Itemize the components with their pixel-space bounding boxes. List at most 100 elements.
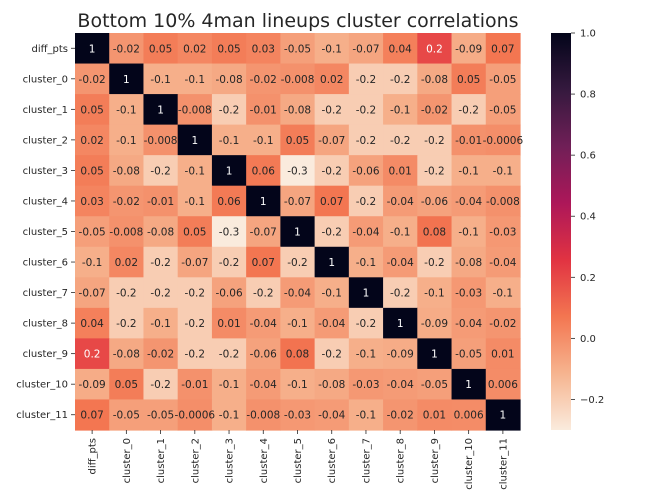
heatmap-cell-label: -0.08 xyxy=(147,227,174,239)
heatmap-cell-label: -0.05 xyxy=(79,227,106,239)
heatmap-cell xyxy=(177,216,213,248)
heatmap-cell-label: 1 xyxy=(294,227,301,239)
heatmap-cell xyxy=(314,185,350,217)
heatmap-cell xyxy=(348,307,384,339)
heatmap-cell-label: 0.03 xyxy=(80,196,103,208)
heatmap-cell xyxy=(75,63,110,95)
heatmap-cell-label: -0.1 xyxy=(219,135,240,147)
heatmap-cell-label: -0.1 xyxy=(356,410,377,422)
heatmap-cell xyxy=(246,399,281,431)
heatmap-cell-label: -0.2 xyxy=(219,349,240,361)
heatmap-cell-label: 0.05 xyxy=(80,165,103,177)
heatmap-cell-label: 0.07 xyxy=(80,410,103,422)
heatmap-cell xyxy=(109,124,145,156)
y-tick-label: cluster_6 xyxy=(23,258,68,269)
heatmap-cell-label: 0.08 xyxy=(423,227,446,239)
heatmap-cell-label: -0.03 xyxy=(284,410,311,422)
heatmap-cell-label: -0.09 xyxy=(387,349,414,361)
heatmap-cell-label: -0.04 xyxy=(455,196,482,208)
heatmap-cell-label: -0.1 xyxy=(185,74,206,86)
heatmap-cell-label: -0.008 xyxy=(178,104,212,116)
heatmap-cell-label: -0.07 xyxy=(250,227,277,239)
heatmap-cell-label: -0.2 xyxy=(356,135,377,147)
heatmap-cell xyxy=(177,338,213,370)
heatmap-cell xyxy=(75,277,110,309)
heatmap-cell xyxy=(109,94,145,126)
heatmap-cell-label: 0.006 xyxy=(488,379,518,391)
heatmap-cell-label: -0.02 xyxy=(489,318,516,330)
heatmap-cell xyxy=(485,307,521,339)
x-tick-label: cluster_10 xyxy=(464,438,475,490)
heatmap-cell xyxy=(485,124,521,156)
heatmap-cell xyxy=(314,216,350,248)
x-tick-label: diff_pts xyxy=(88,438,99,475)
heatmap-cell xyxy=(451,277,487,309)
heatmap-cell-label: -0.05 xyxy=(489,104,516,116)
heatmap-cell-label: 1 xyxy=(260,196,267,208)
heatmap-cell-label: -0.2 xyxy=(390,74,411,86)
heatmap-cell xyxy=(348,399,384,431)
heatmap-cell xyxy=(485,63,521,95)
heatmap-cell-label: 0.05 xyxy=(286,135,309,147)
heatmap-cell xyxy=(485,185,521,217)
heatmap-cell xyxy=(383,246,418,278)
heatmap-cell xyxy=(143,368,179,401)
heatmap-cell-label: 0.08 xyxy=(286,349,309,361)
heatmap-cell xyxy=(383,399,418,431)
heatmap-cell-label: 0.06 xyxy=(252,165,276,177)
heatmap-cell-label: -0.2 xyxy=(116,318,137,330)
colorbar-tick-label: −0.2 xyxy=(580,395,604,406)
y-tick-label: cluster_1 xyxy=(23,105,68,116)
heatmap-cell-label: -0.2 xyxy=(185,288,206,300)
heatmap-cell xyxy=(109,216,145,248)
heatmap-cell xyxy=(143,33,179,65)
colorbar-tick-label: 0.2 xyxy=(580,273,596,284)
heatmap-cell xyxy=(246,338,281,370)
heatmap-cell xyxy=(314,33,350,65)
heatmap-cell-label: 1 xyxy=(191,135,198,147)
heatmap-cell-label: -0.008 xyxy=(281,74,315,86)
heatmap-cell xyxy=(314,246,350,278)
heatmap-cell-label: -0.03 xyxy=(455,288,482,300)
heatmap-cell xyxy=(485,246,521,278)
heatmap-cell xyxy=(451,216,487,248)
heatmap-cell xyxy=(348,338,384,370)
heatmap-cell xyxy=(280,277,316,309)
heatmap-cell xyxy=(75,338,110,370)
heatmap-cell-label: -0.2 xyxy=(458,104,479,116)
heatmap-cell xyxy=(383,94,418,126)
heatmap-cell-label: -0.04 xyxy=(387,196,414,208)
heatmap-cell xyxy=(485,277,521,309)
heatmap-cell-label: -0.01 xyxy=(181,379,208,391)
heatmap-cell xyxy=(280,399,316,431)
heatmap-cell xyxy=(417,63,453,95)
heatmap-cell-label: -0.06 xyxy=(421,196,448,208)
heatmap-cell-label: -0.08 xyxy=(113,349,140,361)
heatmap-cell xyxy=(280,216,316,248)
heatmap-cell xyxy=(143,246,179,278)
heatmap-cell xyxy=(383,155,418,187)
x-tick-label: cluster_2 xyxy=(190,438,201,483)
x-tick-label: cluster_4 xyxy=(259,438,270,483)
heatmap-cell xyxy=(109,185,145,217)
heatmap-cell xyxy=(75,399,110,431)
heatmap-cell xyxy=(451,33,487,65)
heatmap-cell xyxy=(75,33,110,65)
heatmap-cell xyxy=(211,63,247,95)
heatmap-cell xyxy=(485,338,521,370)
heatmap-cell xyxy=(451,155,487,187)
heatmap-cell xyxy=(109,307,145,339)
x-tick-label: cluster_0 xyxy=(122,438,133,483)
heatmap-cell xyxy=(177,399,213,431)
heatmap-cell-label: -0.06 xyxy=(352,165,379,177)
heatmap-cell xyxy=(109,277,145,309)
heatmap-cell xyxy=(75,216,110,248)
heatmap-cell xyxy=(143,63,179,95)
heatmap-cell xyxy=(417,155,453,187)
y-tick-label: cluster_8 xyxy=(23,319,68,330)
heatmap-cell-label: -0.05 xyxy=(113,410,140,422)
y-tick-label: diff_pts xyxy=(32,44,69,55)
heatmap-cell xyxy=(75,124,110,156)
heatmap-cell xyxy=(177,33,213,65)
